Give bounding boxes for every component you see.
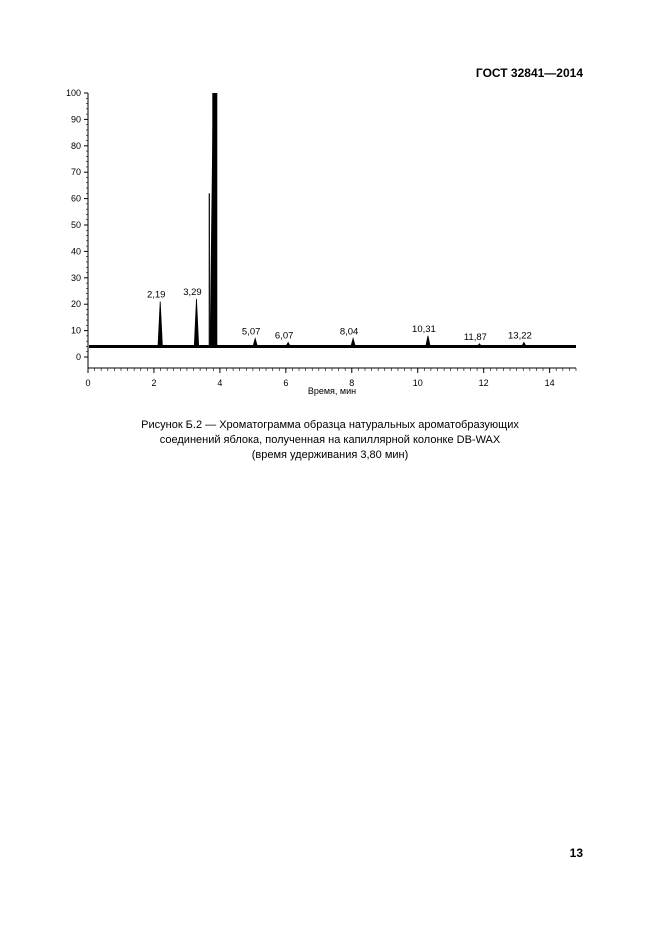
peak [285,341,292,347]
peak [476,343,483,347]
caption-line-2: соединений яблока, полученная на капилля… [159,434,501,446]
chromatogram-chart: 0 10 20 30 40 50 60 70 80 90 100 0 2 4 6 8 10 12 14 2,19 3,… [66,88,577,396]
x-tick-label: 12 [479,378,489,388]
x-axis-label: Время, мин [308,386,356,396]
peak-label: 2,19 [147,290,166,301]
y-tick-label: 70 [71,167,81,177]
caption-line-1: Рисунок Б.2 — Хроматограмма образца нату… [141,419,519,431]
peak [193,298,200,347]
figure-caption: Рисунок Б.2 — Хроматограмма образца нату… [80,418,580,463]
peak-label: 11,87 [464,332,487,343]
standard-code: ГОСТ 32841—2014 [475,66,583,80]
x-tick-label: 2 [151,378,156,388]
y-tick-label: 10 [71,326,81,336]
y-tick-label: 60 [71,194,81,204]
y-tick-label: 80 [71,141,81,151]
caption-line-3: (время удерживания 3,80 мин) [251,449,409,461]
x-tick-label: 14 [545,378,555,388]
x-tick-label: 4 [217,378,222,388]
peak [157,301,163,347]
peak-label: 3,29 [183,287,202,298]
peak [425,335,431,347]
y-tick-label: 100 [66,88,81,98]
page-number: 13 [569,846,583,860]
peak-label: 8,04 [340,327,359,338]
y-tick-label: 0 [76,352,81,362]
peak [350,337,356,347]
x-tick-label: 6 [283,378,288,388]
y-tick-label: 20 [71,299,81,309]
y-tick-label: 90 [71,114,81,124]
x-tick-label: 10 [413,378,423,388]
chromatogram-figure: 0 10 20 30 40 50 60 70 80 90 100 0 2 4 6 8 10 12 14 2,19 3,… [0,0,661,420]
main-peak-band [212,93,218,347]
chart-signal [89,92,576,348]
y-tick-label: 40 [71,246,81,256]
y-tick-label: 30 [71,273,81,283]
peak-label: 10,31 [412,324,436,335]
peak [521,341,527,347]
peak-label: 13,22 [508,330,532,341]
peak [252,337,258,347]
peak-label: 6,07 [275,330,294,341]
chart-ticks: 0 10 20 30 40 50 60 70 80 90 100 0 2 4 6 8 10 12 14 [66,88,577,388]
x-tick-label: 0 [85,378,90,388]
y-tick-label: 50 [71,220,81,230]
chart-peak-labels: 2,19 3,29 5,07 6,07 8,04 10,31 11,87 13,22 [147,287,532,343]
x-tick-label: 8 [349,378,354,388]
peak-label: 5,07 [242,327,261,338]
